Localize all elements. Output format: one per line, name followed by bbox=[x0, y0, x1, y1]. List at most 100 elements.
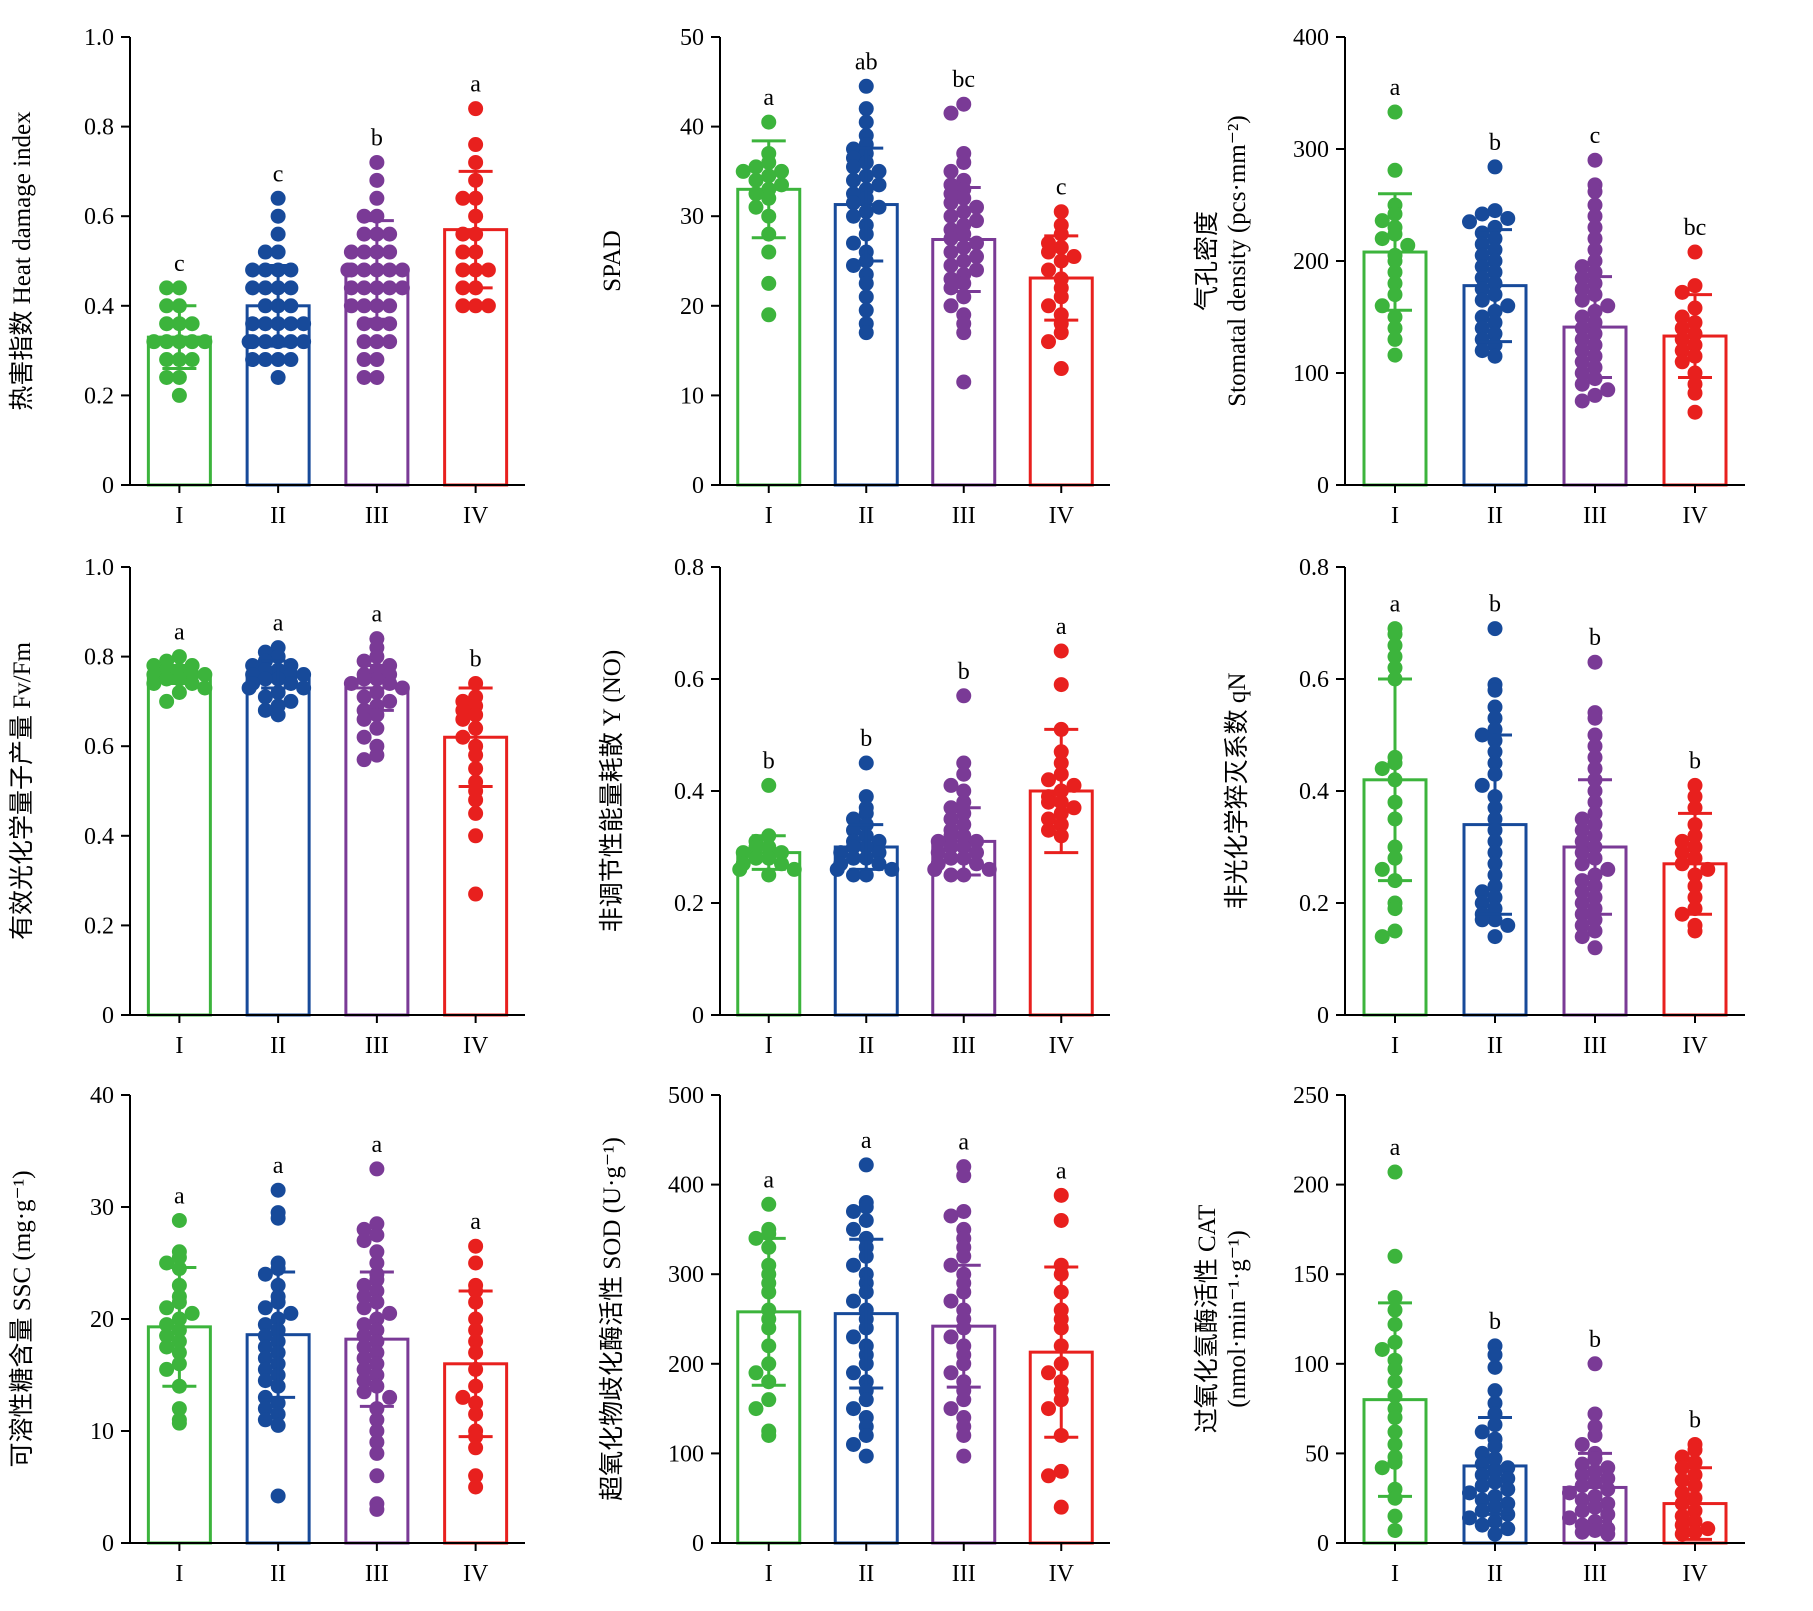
data-point-III bbox=[956, 1392, 972, 1408]
x-tick-label-IV: IV bbox=[1049, 1561, 1075, 1587]
data-point-I bbox=[774, 163, 789, 179]
x-tick-label-II: II bbox=[270, 1561, 286, 1587]
data-point-II bbox=[858, 302, 874, 318]
data-point-II bbox=[846, 172, 861, 188]
data-point-II bbox=[871, 199, 887, 215]
data-point-IV bbox=[1053, 643, 1069, 659]
group-I: a bbox=[735, 85, 802, 487]
data-point-III bbox=[956, 755, 972, 771]
data-point-III bbox=[394, 680, 410, 696]
data-point-II bbox=[283, 298, 299, 314]
data-point-III bbox=[340, 262, 356, 278]
significance-letter-IV: a bbox=[1056, 614, 1067, 640]
data-point-I bbox=[197, 680, 213, 696]
data-point-III bbox=[956, 289, 972, 305]
data-point-I bbox=[197, 667, 213, 683]
data-point-III bbox=[369, 1255, 385, 1271]
data-point-III bbox=[356, 334, 372, 350]
data-point-IV bbox=[468, 101, 484, 117]
data-point-II bbox=[1474, 1467, 1490, 1483]
data-point-IV bbox=[1687, 777, 1703, 793]
data-point-III bbox=[1574, 917, 1590, 933]
data-point-II bbox=[858, 755, 874, 771]
significance-letter-II: b bbox=[1489, 1309, 1501, 1335]
y-tick-label: 200 bbox=[668, 1352, 704, 1378]
data-point-II bbox=[1487, 348, 1503, 364]
data-point-IV bbox=[1053, 226, 1069, 242]
data-point-IV bbox=[455, 244, 471, 260]
y-tick-label: 30 bbox=[680, 204, 704, 230]
x-tick-label-IV: IV bbox=[463, 503, 489, 529]
data-point-IV bbox=[1041, 1365, 1056, 1381]
data-point-IV bbox=[468, 886, 484, 902]
data-point-IV bbox=[468, 805, 484, 821]
data-point-I bbox=[1387, 104, 1403, 120]
data-point-III bbox=[956, 1168, 972, 1184]
y-tick-label: 300 bbox=[1293, 137, 1329, 163]
y-tick-label: 400 bbox=[1293, 25, 1329, 51]
y-tick-label: 40 bbox=[90, 1083, 114, 1109]
data-point-I bbox=[1374, 761, 1390, 777]
y-tick-label: 10 bbox=[680, 383, 704, 409]
data-point-IV bbox=[1053, 1463, 1069, 1479]
group-II: a bbox=[833, 1128, 899, 1545]
x-tick-label-II: II bbox=[858, 503, 874, 529]
x-tick-label-IV: IV bbox=[1049, 1033, 1075, 1059]
data-point-III bbox=[1600, 298, 1616, 314]
data-point-IV bbox=[1674, 1496, 1690, 1512]
data-point-III bbox=[1587, 1427, 1603, 1443]
data-point-IV bbox=[468, 154, 484, 170]
data-point-III bbox=[369, 190, 385, 206]
data-point-III bbox=[394, 280, 410, 296]
data-point-IV bbox=[1687, 278, 1703, 294]
y-tick-label: 0 bbox=[692, 1531, 704, 1557]
data-point-IV bbox=[1674, 284, 1690, 300]
x-tick-label-III: III bbox=[952, 1033, 976, 1059]
data-point-II bbox=[1462, 214, 1477, 230]
data-point-IV bbox=[468, 1440, 484, 1456]
data-point-III bbox=[956, 783, 972, 799]
data-point-I bbox=[748, 1365, 764, 1381]
data-point-I bbox=[171, 1249, 187, 1265]
data-point-II bbox=[1500, 1496, 1516, 1512]
significance-letter-III: a bbox=[958, 1130, 969, 1156]
data-point-IV bbox=[455, 1389, 471, 1405]
significance-letter-IV: a bbox=[1056, 1158, 1067, 1184]
data-point-II bbox=[270, 190, 286, 206]
data-point-II bbox=[1474, 236, 1490, 252]
y-axis-title: 热害指数 Heat damage index bbox=[8, 111, 36, 411]
data-point-II bbox=[1474, 1424, 1490, 1440]
panel-p8: a Ia II a III a IV 0 100 200 300 400 500 超氧化物歧化酶活性 SO… bbox=[598, 1083, 1110, 1587]
x-tick-label-II: II bbox=[270, 503, 286, 529]
data-point-I bbox=[1387, 1248, 1403, 1264]
data-point-II bbox=[1487, 1526, 1503, 1542]
data-point-II bbox=[858, 1212, 874, 1228]
data-point-I bbox=[171, 387, 187, 403]
data-point-III bbox=[943, 1401, 959, 1417]
significance-letter-III: bc bbox=[952, 67, 975, 93]
data-point-III bbox=[1574, 873, 1590, 889]
x-tick-label-III: III bbox=[365, 1033, 389, 1059]
group-II: a bbox=[241, 611, 312, 1017]
y-tick-label: 100 bbox=[1293, 361, 1329, 387]
data-point-III bbox=[1587, 727, 1603, 743]
x-tick-label-I: I bbox=[765, 503, 773, 529]
data-point-III bbox=[943, 163, 959, 179]
data-point-II bbox=[1474, 1517, 1490, 1533]
data-point-III bbox=[1574, 884, 1590, 900]
data-point-II bbox=[270, 244, 286, 260]
y-tick-label: 0.4 bbox=[84, 294, 114, 320]
data-point-IV bbox=[1687, 1442, 1703, 1458]
data-point-I bbox=[1387, 331, 1403, 347]
data-point-IV bbox=[1674, 1485, 1690, 1501]
data-point-III bbox=[356, 1300, 372, 1316]
data-point-III bbox=[956, 766, 972, 782]
data-point-III bbox=[969, 213, 984, 229]
data-point-I bbox=[159, 352, 175, 368]
group-I: a bbox=[146, 620, 213, 1017]
data-point-III bbox=[969, 833, 984, 849]
y-tick-label: 0 bbox=[102, 1531, 114, 1557]
data-point-III bbox=[382, 262, 398, 278]
data-point-II bbox=[1474, 1503, 1490, 1519]
